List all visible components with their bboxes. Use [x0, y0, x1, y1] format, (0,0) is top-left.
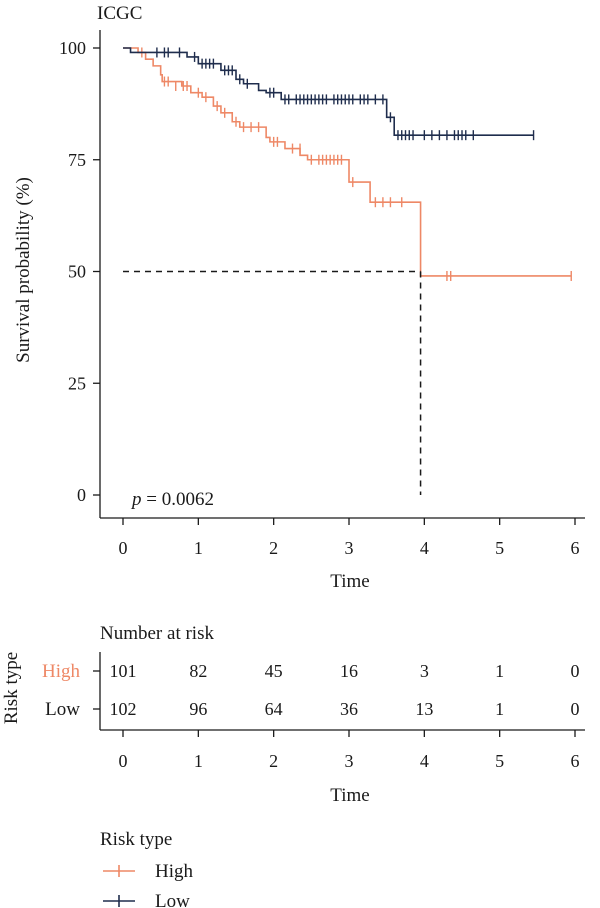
- x-tick-label: 3: [345, 538, 354, 558]
- risk-cell: 82: [189, 661, 207, 681]
- y-tick-label: 25: [68, 373, 86, 393]
- risk-cell: 36: [340, 699, 358, 719]
- risk-row-label-high: High: [42, 661, 81, 682]
- legend-label: High: [155, 861, 194, 882]
- risk-cell: 45: [265, 661, 283, 681]
- risk-cell: 101: [110, 661, 137, 681]
- risk-row-label-low: Low: [45, 699, 80, 720]
- risk-cell: 3: [420, 661, 429, 681]
- legend-title: Risk type: [100, 829, 172, 850]
- risk-cell: 96: [189, 699, 207, 719]
- y-tick-label: 100: [59, 38, 86, 58]
- x-tick-label: 0: [119, 751, 128, 771]
- risk-cell: 1: [495, 699, 504, 719]
- km-curves: [123, 47, 572, 281]
- x-tick-label: 5: [495, 751, 504, 771]
- x-tick-label: 1: [194, 538, 203, 558]
- risk-x-ticks: 0 1 2 3 4 5 6: [119, 730, 580, 771]
- x-tick-label: 6: [571, 751, 580, 771]
- risk-table-axes: [99, 652, 585, 731]
- km-x-ticks: 0 1 2 3 4 5 6: [119, 518, 580, 558]
- km-y-ticks: 0 25 50 75 100: [59, 38, 100, 505]
- chart-title: ICGC: [97, 3, 142, 24]
- y-tick-label: 75: [68, 150, 86, 170]
- risk-cell: 0: [571, 661, 580, 681]
- risk-cell: 13: [415, 699, 433, 719]
- risk-cell: 16: [340, 661, 358, 681]
- risk-table-y-label: Risk type: [1, 652, 22, 724]
- km-axes: [99, 30, 585, 519]
- x-tick-label: 3: [345, 751, 354, 771]
- y-tick-label: 0: [77, 485, 86, 505]
- km-x-axis-label: Time: [330, 571, 369, 592]
- x-tick-label: 1: [194, 751, 203, 771]
- risk-cell: 0: [571, 699, 580, 719]
- risk-cell: 102: [110, 699, 137, 719]
- x-tick-label: 0: [119, 538, 128, 558]
- x-tick-label: 2: [269, 538, 278, 558]
- x-tick-label: 6: [571, 538, 580, 558]
- legend: High Low: [103, 861, 194, 908]
- survival-curve-low: [123, 47, 534, 136]
- survival-curve-high: [123, 47, 572, 277]
- x-tick-label: 2: [269, 751, 278, 771]
- x-tick-label: 5: [495, 538, 504, 558]
- legend-label: Low: [155, 891, 190, 908]
- p-value-annotation: p = 0.0062: [130, 489, 214, 510]
- risk-x-axis-label: Time: [330, 785, 369, 806]
- y-tick-label: 50: [68, 262, 86, 282]
- x-tick-label: 4: [420, 538, 429, 558]
- median-survival-lines: [123, 270, 422, 495]
- x-tick-label: 4: [420, 751, 429, 771]
- legend-item-high: High: [103, 861, 194, 882]
- risk-cell: 64: [265, 699, 283, 719]
- risk-cell: 1: [495, 661, 504, 681]
- risk-table-title: Number at risk: [100, 623, 214, 644]
- y-axis-label: Survival probability (%): [13, 177, 34, 363]
- risk-table-rows: High 101 82 45 16 3 1 0 Low 102 96 64 36 13 1 0: [42, 661, 580, 720]
- legend-item-low: Low: [103, 891, 190, 908]
